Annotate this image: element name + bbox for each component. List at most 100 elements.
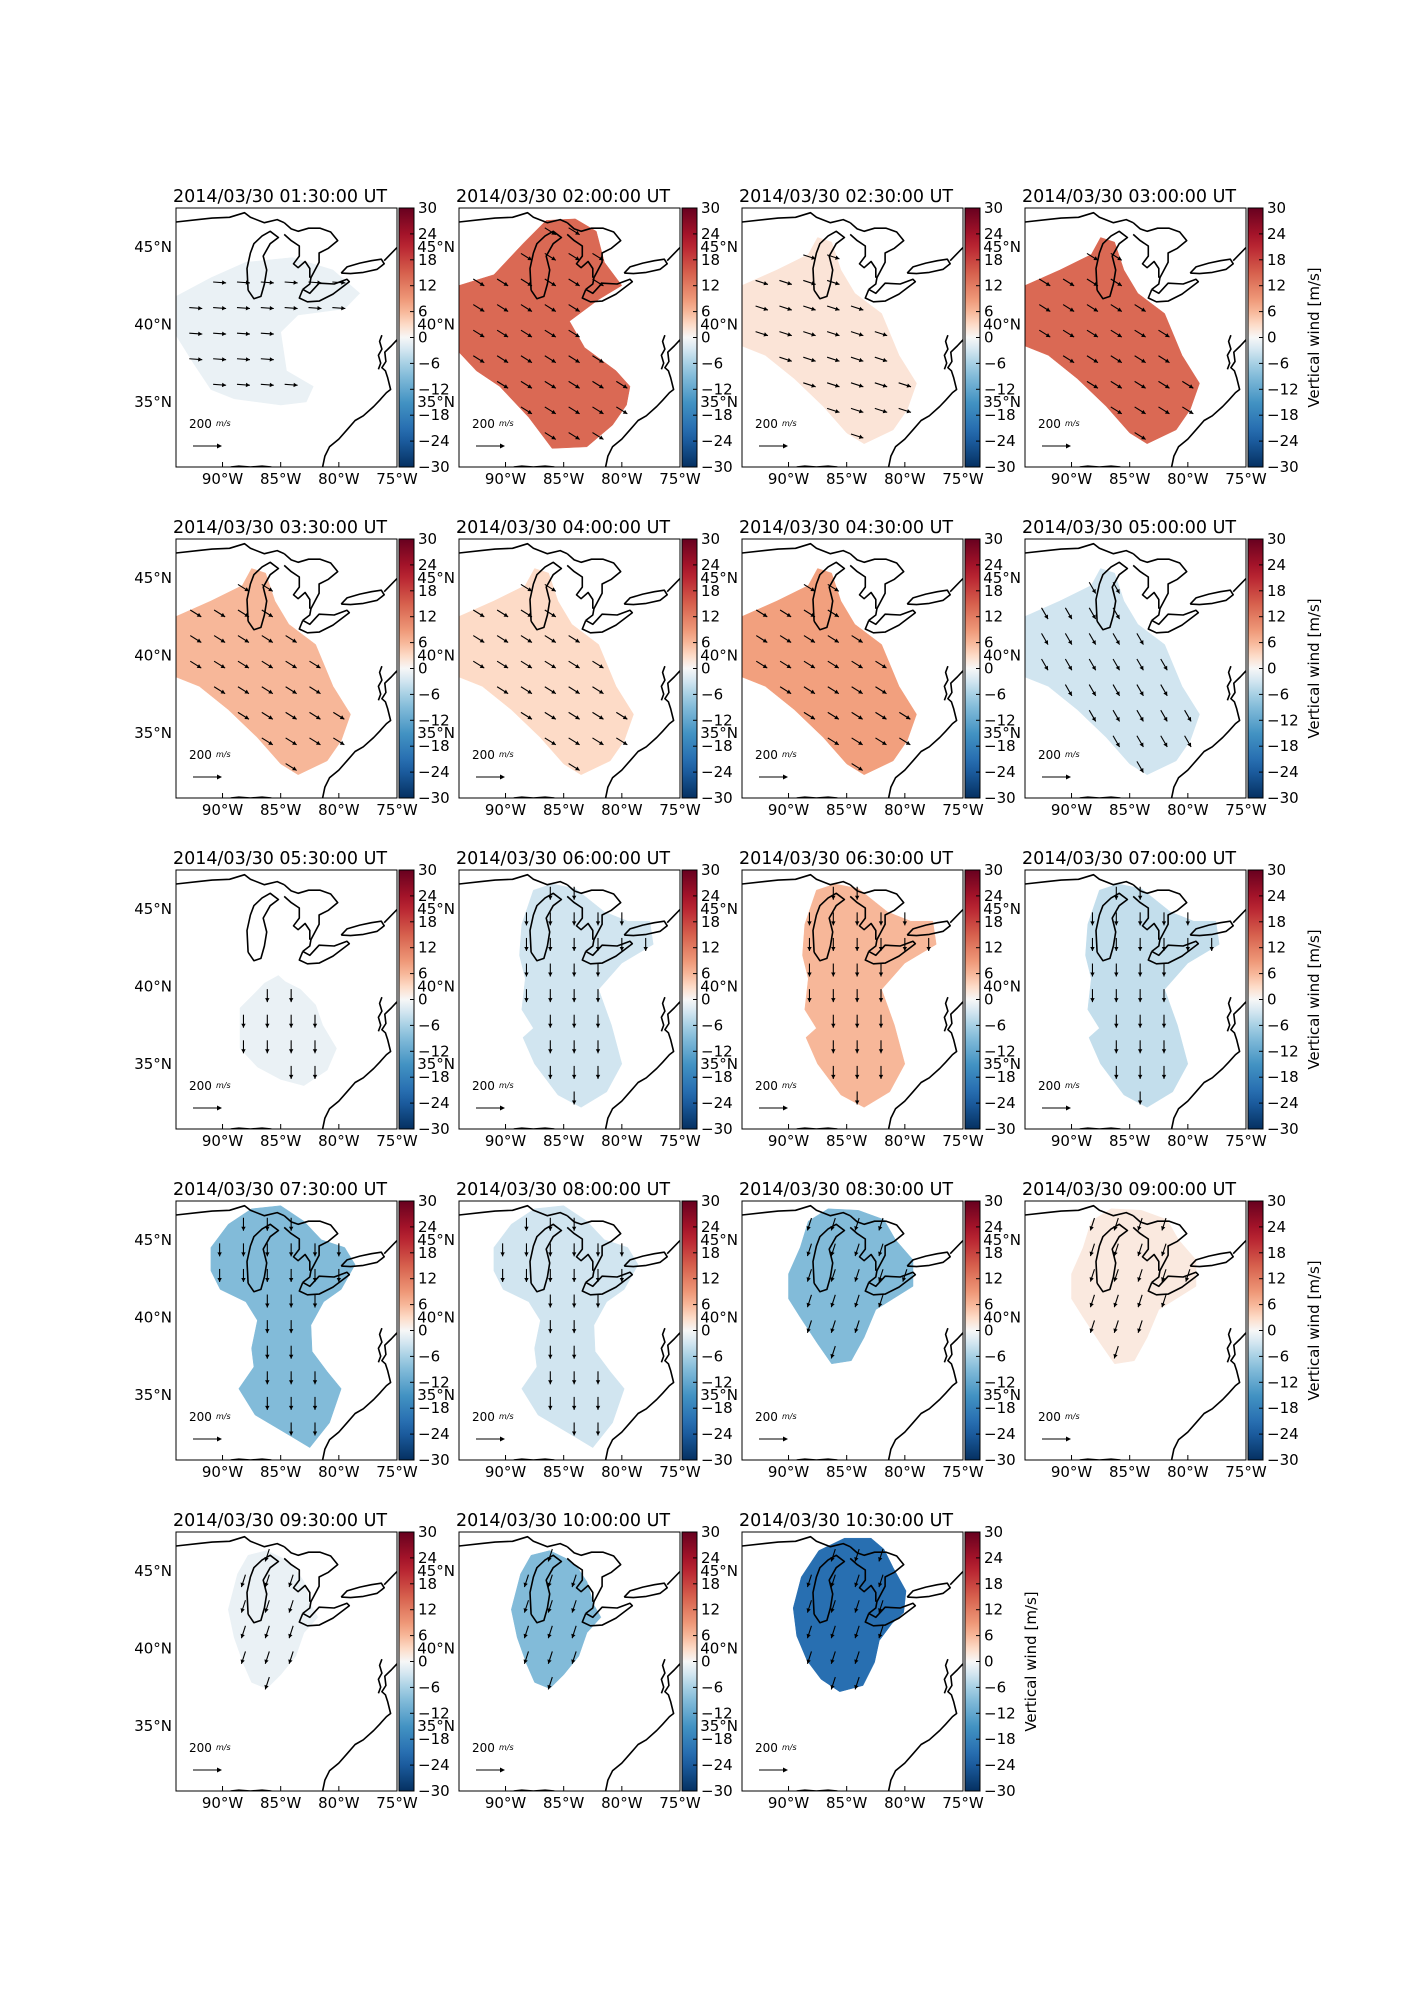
colorbar-tick-label: −18 (984, 1730, 1016, 1748)
lon-tick-label: 75°W (659, 470, 701, 488)
coastline (321, 1001, 397, 1129)
colorbar-tick-label: −24 (418, 1425, 450, 1443)
colorbar-tick-label: −12 (701, 1042, 733, 1060)
lon-tick-label: 80°W (1167, 1463, 1209, 1481)
coastline (283, 884, 339, 953)
wind-arrow (878, 1243, 884, 1257)
colorbar-tick-label: −12 (984, 711, 1016, 729)
lat-tick-label: 45°N (417, 238, 455, 256)
scale-arrow-unit: m/s (216, 1412, 231, 1421)
lat-tick-label: 45°N (700, 900, 738, 918)
wind-arrow (878, 1625, 884, 1639)
panel-title: 2014/03/30 09:30:00 UT (173, 1511, 387, 1531)
map-panel: 2014/03/30 04:30:00 UT 200 m/s 90°W 85°W 80°W… (700, 518, 1015, 819)
lat-tick-label: 45°N (134, 900, 172, 918)
wind-arrow (854, 1269, 860, 1282)
colorbar-tick-label: −18 (418, 1730, 450, 1748)
coastline (623, 589, 668, 606)
coastline (1132, 1226, 1160, 1271)
wind-arrow (261, 609, 274, 618)
lon-tick-label: 75°W (659, 801, 701, 819)
colorbar-tick-label: −18 (701, 406, 733, 424)
coastline (566, 1546, 622, 1615)
map-frame (458, 1200, 681, 1461)
panel-title: 2014/03/30 05:00:00 UT (1022, 518, 1236, 538)
colorbar-tick-label: 24 (701, 225, 720, 243)
lon-tick-label: 75°W (942, 1132, 984, 1150)
wind-arrow (803, 711, 816, 720)
coastline (298, 278, 351, 303)
coastline (849, 1226, 877, 1271)
wind-arrow (830, 1294, 836, 1308)
colorbar-tick-label: 30 (1267, 861, 1286, 879)
coastline (1025, 1204, 1134, 1217)
coastline (1132, 895, 1160, 940)
colorbar-tick-label: 30 (418, 1523, 437, 1541)
coastline (383, 577, 397, 593)
lon-tick-label: 85°W (826, 1132, 868, 1150)
wind-arrow (260, 306, 274, 311)
wind-arrow (312, 1371, 318, 1385)
colorbar: 30 24 18 12 6 0 −6 −12 −18 −24 −30 (964, 199, 1016, 476)
coastline (660, 996, 666, 1032)
map-area (459, 873, 680, 1129)
map-frame (458, 207, 681, 468)
wind-arrow (592, 355, 604, 364)
wind-arrow (878, 1217, 884, 1231)
coastline (176, 1204, 285, 1217)
wind-arrow (213, 660, 226, 669)
colorbar-tick-label: 12 (1267, 277, 1286, 295)
wind-arrow (831, 1065, 836, 1079)
wind-arrow (312, 1243, 318, 1257)
colorbar-tick-label: 18 (701, 1244, 720, 1262)
lon-tick-label: 80°W (1167, 1132, 1209, 1150)
wind-arrow (1137, 912, 1143, 926)
vertical-wind-region (742, 237, 917, 444)
map-area (1025, 1204, 1246, 1460)
colorbar-tick-label: −12 (418, 1704, 450, 1722)
wind-arrow (830, 1269, 836, 1282)
lat-tick-label: 45°N (983, 569, 1021, 587)
lon-tick-label: 90°W (1051, 801, 1093, 819)
coastline (283, 1546, 339, 1615)
wind-arrow (1136, 658, 1144, 671)
map-frame (175, 1200, 398, 1461)
coastline (283, 1215, 339, 1284)
scale-arrow-unit: m/s (1065, 1081, 1080, 1090)
wind-arrow (571, 1040, 577, 1054)
coastline (949, 577, 963, 593)
wind-arrow (547, 1574, 553, 1588)
wind-arrow (1158, 329, 1170, 338)
wind-arrow (288, 1396, 294, 1410)
coastline (459, 211, 568, 224)
coastline (864, 609, 917, 634)
colorbar-tick-label: 24 (701, 556, 720, 574)
colorbar-tick-label: 0 (418, 1653, 428, 1671)
coastline (887, 1001, 963, 1129)
map-panel: 2014/03/30 07:30:00 UT 200 m/s 90°W 85°W 80°W… (134, 1180, 449, 1481)
coastline (1232, 246, 1246, 262)
panel-title: 2014/03/30 05:30:00 UT (173, 849, 387, 869)
coastline (1189, 920, 1234, 937)
wind-arrow (496, 660, 509, 669)
wind-arrow (571, 937, 577, 951)
wind-arrow (571, 886, 577, 900)
colorbar: 30 24 18 12 6 0 −6 −12 −18 −24 −30 (398, 530, 450, 807)
wind-arrow (523, 1574, 529, 1588)
wind-arrow (854, 1014, 860, 1028)
wind-arrow (851, 660, 863, 669)
lon-tick-label: 90°W (485, 1463, 527, 1481)
coastline (604, 1001, 680, 1129)
wind-arrow (288, 1217, 294, 1231)
wind-arrow (288, 1040, 294, 1054)
coastline (1232, 1239, 1246, 1255)
wind-arrow (1089, 1294, 1095, 1308)
wind-arrow (288, 989, 294, 1003)
lat-tick-label: 35°N (983, 393, 1021, 411)
coastline (796, 1458, 838, 1460)
wind-arrow (1161, 912, 1167, 926)
map-panel: 2014/03/30 03:00:00 UT 200 m/s 90°W 85°W 80°W… (983, 187, 1323, 488)
wind-arrow (1134, 406, 1146, 415)
wind-arrow (779, 660, 792, 669)
wind-arrow (1089, 1217, 1095, 1231)
